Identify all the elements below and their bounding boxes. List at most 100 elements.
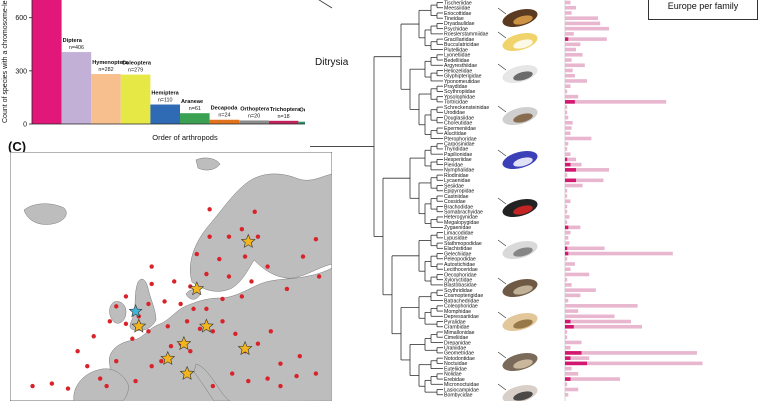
family-total-bar <box>565 314 615 319</box>
sample-site-dot <box>188 349 193 354</box>
family-label: Scythropiidae <box>444 89 476 95</box>
family-total-bar <box>565 319 631 324</box>
family-total-bar <box>565 256 568 261</box>
sample-site-dot <box>75 349 80 354</box>
family-label: Coleophoridae <box>444 304 478 310</box>
family-total-bar <box>565 230 571 235</box>
bar-order-label: Hymenoptera <box>92 60 129 66</box>
sample-site-dot <box>316 274 322 279</box>
sample-site-dot <box>123 321 129 327</box>
family-sequenced-bar <box>565 324 574 329</box>
family-label: Oecophoridae <box>444 272 477 278</box>
family-label: Blastobasidae <box>444 283 477 289</box>
sample-site-dot <box>239 226 245 232</box>
legend-text: Europe per family <box>667 1 739 11</box>
family-total-bar <box>565 298 569 303</box>
family-total-bar <box>565 225 581 230</box>
bar-coleoptera <box>120 74 151 124</box>
family-label: Limacodidae <box>444 230 474 236</box>
family-total-bar <box>565 377 620 381</box>
sample-site-dot <box>91 334 96 339</box>
family-label: Gracillariidae <box>444 37 474 43</box>
family-total-bar <box>565 251 673 256</box>
family-total-bar <box>565 304 638 308</box>
sample-site-dot <box>168 344 174 349</box>
italy-land <box>193 363 231 401</box>
family-label: Plutellidae <box>444 47 468 53</box>
family-label: Scythrididae <box>444 288 473 294</box>
moth-wing-pattern <box>513 15 533 25</box>
sample-site-dot <box>146 301 151 307</box>
family-total-bar <box>565 178 604 183</box>
family-total-bar <box>565 110 568 115</box>
family-total-bar <box>565 204 568 209</box>
sample-site-dot <box>107 319 113 324</box>
bar-diptera <box>61 52 92 124</box>
family-sequenced-bar <box>565 157 568 162</box>
family-total-bar <box>565 58 572 62</box>
sample-site-dot <box>278 383 283 389</box>
family-label: Nolidae <box>444 372 462 378</box>
family-label: Geometridae <box>444 351 474 357</box>
family-label: Cossidae <box>444 199 466 205</box>
x-axis-title: Order of arthropods <box>152 133 218 142</box>
family-total-bar <box>565 366 572 371</box>
iceland-land <box>23 203 67 225</box>
family-total-bar <box>565 372 579 376</box>
family-total-bar <box>565 188 568 193</box>
reference-site-star <box>176 335 192 351</box>
sample-site-dot <box>265 376 270 381</box>
bar-trichoptera <box>268 120 299 124</box>
moth-antenna <box>497 383 507 391</box>
family-sequenced-bar <box>565 168 576 172</box>
sample-site-dot <box>297 353 302 359</box>
family-total-bar <box>565 100 667 104</box>
family-sequenced-bar <box>565 251 569 256</box>
sample-site-dot <box>191 306 196 312</box>
family-label: Pieridae <box>444 162 463 168</box>
family-label: Castniidae <box>444 194 469 200</box>
sample-site-dot <box>49 381 55 386</box>
family-total-bar <box>565 5 576 10</box>
moth-wing-pattern <box>513 39 533 49</box>
sample-site-dot <box>313 371 319 376</box>
moth-illustration-icon <box>497 351 538 372</box>
sample-site-dot <box>184 319 190 324</box>
sample-site-dot <box>133 378 138 384</box>
moth-wing-pattern <box>513 205 533 215</box>
family-label: Lecithoceridae <box>444 267 478 273</box>
sample-site-dot <box>130 336 135 341</box>
family-total-bar <box>565 293 581 298</box>
family-label: Hesperiidae <box>444 157 472 163</box>
family-label: Uraniidae <box>444 345 466 351</box>
moth-illustration-icon <box>497 7 538 28</box>
sample-site-dot <box>210 383 216 389</box>
moth-wing-pattern <box>513 319 533 329</box>
family-total-bar <box>565 94 579 99</box>
family-total-bar <box>565 120 573 125</box>
family-label: Depressariidae <box>444 314 479 320</box>
family-label: Lycaenidae <box>444 178 470 184</box>
family-total-bar <box>565 0 571 5</box>
family-label: Douglasiidae <box>444 115 474 121</box>
family-sequenced-bar <box>565 246 568 251</box>
family-total-bar <box>565 136 592 141</box>
family-total-bar <box>565 126 572 130</box>
family-label: Sesiidae <box>444 183 464 189</box>
family-total-bar <box>565 162 582 167</box>
bar-decapoda <box>209 119 240 124</box>
family-total-bar <box>565 382 568 387</box>
family-label: Euteliidae <box>444 366 467 372</box>
moth-antenna <box>497 351 507 359</box>
family-bar-layer <box>565 0 703 397</box>
sample-site-dot <box>172 279 177 284</box>
bar-order-label: Odonata <box>299 108 305 114</box>
family-label: Pyralidae <box>444 319 466 325</box>
sample-site-dot <box>265 264 270 269</box>
family-total-bar <box>565 309 579 313</box>
bar-order-label: Decapoda <box>211 106 239 112</box>
family-label: Autostichidae <box>444 262 475 268</box>
family-label: Carposinidae <box>444 142 475 148</box>
bar-n-label: n=282 <box>98 67 113 73</box>
moth-illustration-icon <box>497 31 538 52</box>
